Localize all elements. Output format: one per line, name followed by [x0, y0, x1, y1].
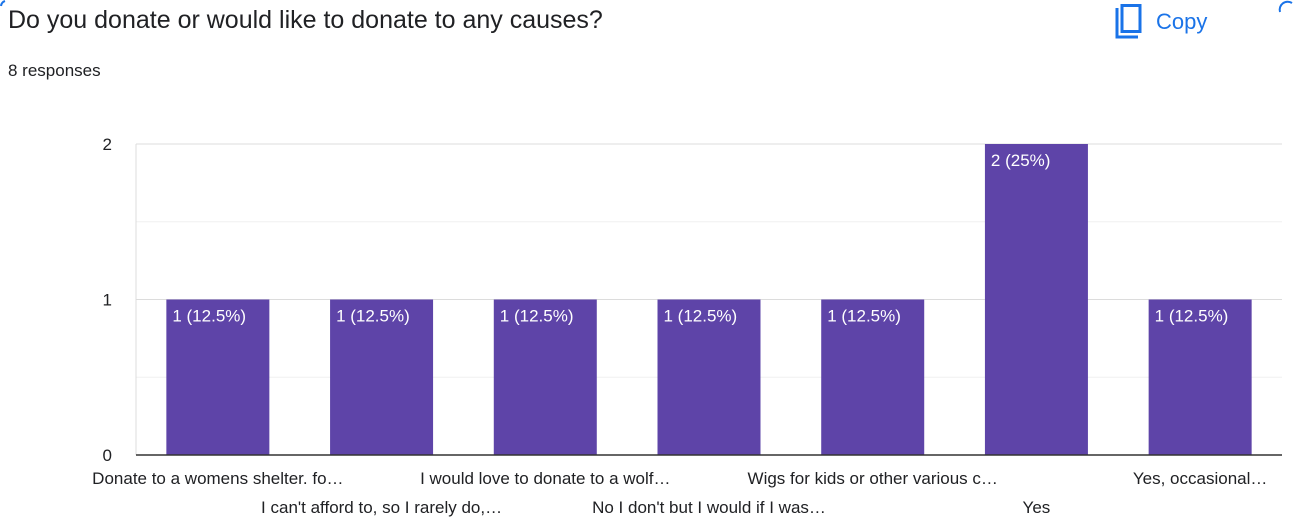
bar	[1148, 299, 1252, 455]
bar	[984, 144, 1088, 455]
bar-data-label: 1 (12.5%)	[336, 307, 410, 326]
x-tick-label: Donate to a womens shelter. fo…	[92, 469, 343, 488]
bar-data-label: 1 (12.5%)	[500, 307, 574, 326]
question-title: Do you donate or would like to donate to…	[8, 6, 603, 34]
bar-data-label: 1 (12.5%)	[664, 307, 738, 326]
bar	[166, 299, 270, 455]
bar	[657, 299, 761, 455]
copy-label: Copy	[1156, 9, 1208, 34]
bar	[330, 299, 434, 455]
y-tick-label: 1	[103, 291, 112, 310]
x-tick-label: Yes, occasional…	[1133, 469, 1268, 488]
x-tick-label: I would love to donate to a wolf…	[420, 469, 670, 488]
x-tick-label: Yes	[1023, 498, 1051, 517]
copy-button[interactable]: Copy	[1114, 0, 1207, 44]
response-count: 8 responses	[8, 61, 101, 80]
x-tick-label: No I don't but I would if I was…	[592, 498, 826, 517]
x-tick-label: I can't afford to, so I rarely do,…	[261, 498, 502, 517]
bar	[493, 299, 597, 455]
left-edge-arc	[0, 0, 6, 14]
y-tick-label: 2	[103, 135, 112, 154]
x-tick-label: Wigs for kids or other various c…	[748, 469, 998, 488]
bar-data-label: 1 (12.5%)	[827, 307, 901, 326]
copy-icon	[1115, 4, 1142, 39]
bar-data-label: 1 (12.5%)	[172, 307, 246, 326]
bar-data-label: 1 (12.5%)	[1155, 307, 1229, 326]
bar-data-label: 2 (25%)	[991, 151, 1051, 170]
y-tick-label: 0	[103, 446, 112, 465]
bar	[821, 299, 925, 455]
info-icon-edge	[1278, 0, 1294, 14]
